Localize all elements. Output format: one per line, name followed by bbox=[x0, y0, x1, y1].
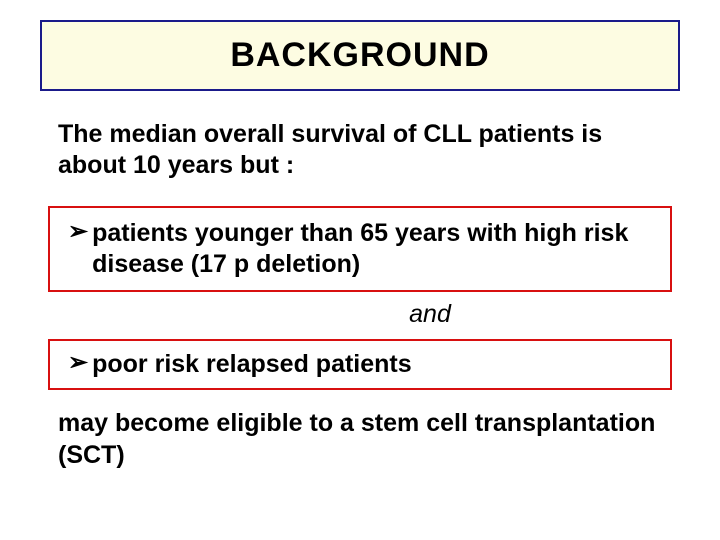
connector-text: and bbox=[40, 300, 680, 329]
bullet-2-text: poor risk relapsed patients bbox=[92, 349, 412, 380]
slide-title: BACKGROUND bbox=[62, 36, 658, 75]
outro-text: may become eligible to a stem cell trans… bbox=[40, 408, 680, 471]
bullet-box-1: ➢ patients younger than 65 years with hi… bbox=[48, 206, 672, 293]
chevron-icon: ➢ bbox=[68, 218, 88, 247]
bullet-1-text: patients younger than 65 years with high… bbox=[92, 218, 656, 281]
title-box: BACKGROUND bbox=[40, 20, 680, 91]
chevron-icon: ➢ bbox=[68, 349, 88, 378]
bullet-box-2: ➢ poor risk relapsed patients bbox=[48, 339, 672, 390]
intro-text: The median overall survival of CLL patie… bbox=[40, 119, 680, 182]
